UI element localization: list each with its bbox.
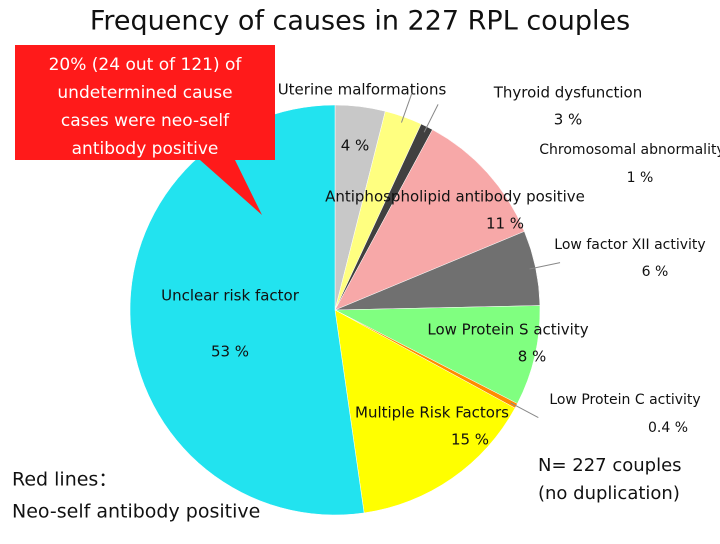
pie-slice	[129, 104, 365, 516]
pie-slice	[334, 305, 541, 404]
slice-label: Antiphospholipid antibody positive	[325, 188, 585, 206]
leader-line	[423, 104, 439, 133]
value-label: 8 %	[518, 348, 547, 366]
slice-label: Low Protein C activity	[549, 392, 700, 408]
slice-label: Multiple Risk Factors	[355, 404, 509, 422]
sample-text: (no duplication)	[538, 483, 680, 504]
note-text: Red lines：	[12, 469, 117, 491]
pie-slice	[334, 129, 525, 311]
slice-label: Low Protein S activity	[427, 321, 588, 339]
callout-text: undetermined cause	[57, 83, 232, 103]
slice-label: Chromosomal abnormality	[539, 142, 720, 158]
value-label: 6 %	[642, 264, 669, 280]
value-label: 1 %	[627, 170, 654, 186]
sample-text: N= 227 couples	[538, 455, 682, 476]
value-label: 53 %	[211, 343, 249, 361]
note-text: Neo-self antibody positive	[12, 501, 260, 523]
leader-line	[529, 262, 561, 270]
callout-text: antibody positive	[72, 139, 219, 159]
value-label: 0.4 %	[648, 420, 688, 436]
value-label: 11 %	[486, 215, 524, 233]
callout-box	[15, 45, 275, 215]
slice-label: Uterine malformations	[278, 81, 447, 99]
callout-text: 20% (24 out of 121) of	[49, 55, 243, 75]
value-label: 15 %	[451, 431, 489, 449]
leader-line	[510, 402, 539, 418]
leader-line	[400, 93, 413, 123]
value-label: 4 %	[341, 137, 370, 155]
slice-label: Low factor XII activity	[554, 237, 705, 253]
slice-label: Unclear risk factor	[161, 287, 300, 305]
slice-label: Thyroid dysfunction	[493, 84, 643, 102]
pie-slice	[334, 309, 516, 514]
callout-text: cases were neo-self	[61, 111, 230, 131]
value-label: 3 %	[554, 111, 583, 129]
chart-title: Frequency of causes in 227 RPL couples	[90, 6, 630, 37]
